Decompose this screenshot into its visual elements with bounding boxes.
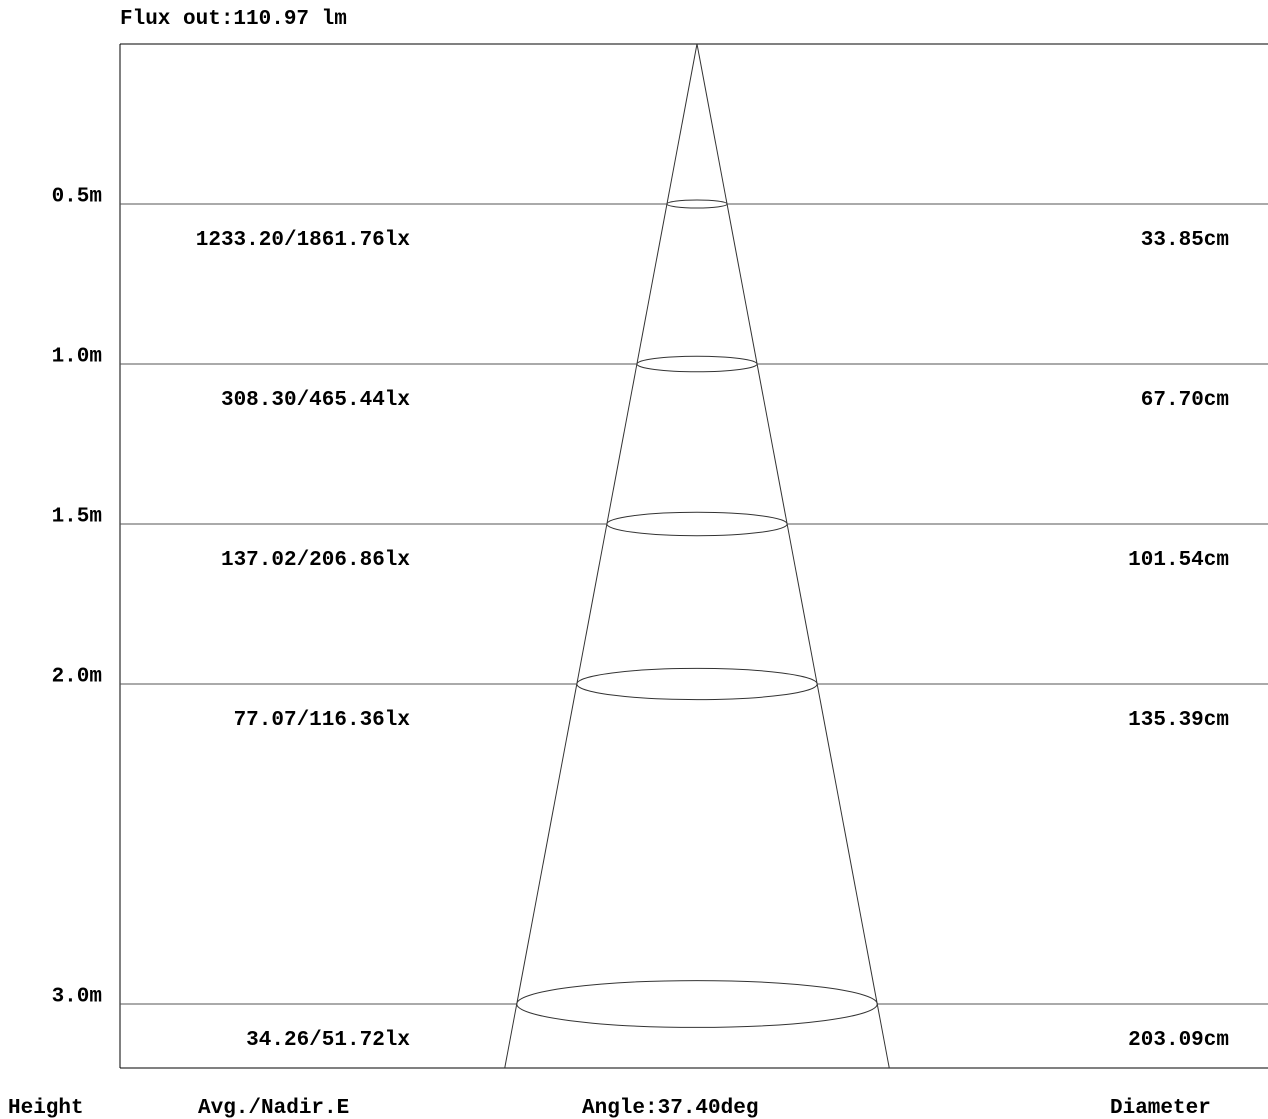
height-label: 0.5m bbox=[52, 185, 102, 208]
diameter-label: 67.70cm bbox=[1141, 389, 1229, 412]
diameter-label: 33.85cm bbox=[1141, 229, 1229, 252]
diameter-label: 135.39cm bbox=[1128, 709, 1229, 732]
column-footer: Height Avg./Nadir.E Angle:37.40deg Diame… bbox=[8, 1097, 1211, 1119]
height-label: 1.5m bbox=[52, 505, 102, 528]
beam-section-ellipse bbox=[666, 199, 728, 209]
illuminance-label: 308.30/465.44lx bbox=[221, 389, 410, 412]
beam-angle-label: Angle:37.40deg bbox=[582, 1097, 758, 1119]
height-label: 1.0m bbox=[52, 345, 102, 368]
height-levels: 0.5m 1233.20/1861.76lx 33.85cm 1.0m 308.30/4… bbox=[52, 185, 1268, 1052]
beam-section-ellipse bbox=[576, 667, 818, 701]
diameter-column-label: Diameter bbox=[1110, 1097, 1211, 1119]
height-label: 2.0m bbox=[52, 665, 102, 688]
illuminance-label: 34.26/51.72lx bbox=[246, 1029, 410, 1052]
illuminance-column-label: Avg./Nadir.E bbox=[198, 1097, 349, 1119]
beam-section-ellipse bbox=[516, 980, 878, 1028]
beam-section-ellipse bbox=[636, 355, 758, 373]
beam-cone bbox=[504, 43, 890, 1069]
beam-edge-left bbox=[504, 43, 698, 1069]
diameter-label: 203.09cm bbox=[1128, 1029, 1229, 1052]
height-label: 3.0m bbox=[52, 985, 102, 1008]
flux-out-label: Flux out:110.97 lm bbox=[120, 8, 347, 31]
illuminance-label: 77.07/116.36lx bbox=[234, 709, 411, 732]
beam-section-ellipse bbox=[606, 511, 788, 537]
height-column-label: Height bbox=[8, 1097, 84, 1119]
illuminance-label: 1233.20/1861.76lx bbox=[196, 229, 411, 252]
beam-edge-right bbox=[696, 43, 890, 1069]
diagram-frame bbox=[119, 43, 1268, 1069]
illuminance-label: 137.02/206.86lx bbox=[221, 549, 410, 572]
diameter-label: 101.54cm bbox=[1128, 549, 1229, 572]
